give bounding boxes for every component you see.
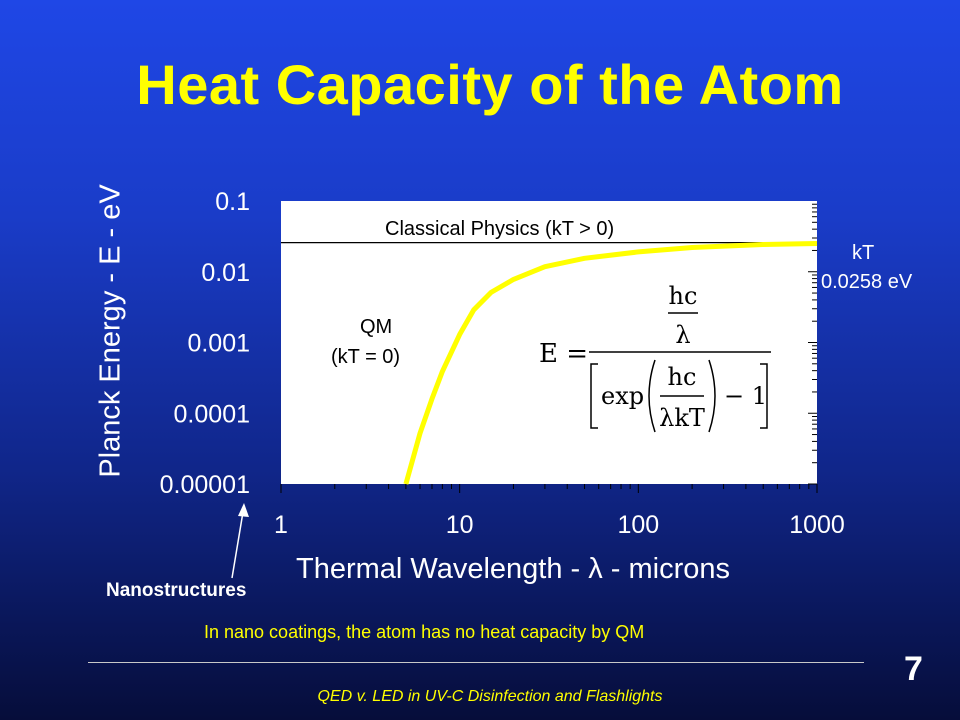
page-number: 7 — [904, 650, 923, 688]
formula-inner-top: hc — [668, 363, 697, 391]
footer-text: QED v. LED in UV-C Disinfection and Flas… — [317, 688, 663, 705]
y-tick-label: 0.0001 — [174, 400, 250, 428]
nanostructures-label: Nanostructures — [106, 580, 247, 601]
qm-label-line2: (kT = 0) — [331, 346, 401, 368]
planck-formula: E = hc λ exp hc λkT − 1 — [539, 282, 771, 433]
slide-title: Heat Capacity of the Atom — [136, 53, 844, 116]
nano-coatings-note: In nano coatings, the atom has no heat c… — [204, 622, 645, 642]
qm-label-line1: QM — [360, 316, 393, 338]
y-tick-label: 0.01 — [201, 259, 250, 287]
y-tick-label: 0.001 — [187, 330, 250, 358]
classical-physics-label: Classical Physics (kT > 0) — [385, 218, 615, 240]
y-tick-label: 0.1 — [215, 188, 250, 216]
formula-num-top: hc — [669, 282, 698, 310]
x-axis-label: Thermal Wavelength - λ - microns — [296, 553, 731, 585]
kt-label-line1: kT — [852, 242, 875, 264]
formula-lhs: E = — [539, 339, 588, 369]
formula-exp: exp — [601, 382, 644, 410]
formula-minus-one: − 1 — [724, 382, 767, 410]
x-tick-label: 100 — [617, 511, 659, 539]
x-tick-label: 10 — [446, 511, 474, 539]
axis-tick-labels: 1 10 100 1000 0.1 0.01 0.001 0.0001 0.00001 — [160, 188, 845, 539]
y-tick-label: 0.00001 — [160, 471, 250, 499]
x-tick-label: 1 — [274, 511, 288, 539]
x-tick-label: 1000 — [789, 511, 845, 539]
formula-num-bottom: λ — [675, 321, 690, 349]
formula-inner-bottom: λkT — [659, 404, 705, 432]
kt-label-line2: 0.0258 eV — [821, 271, 913, 293]
footer-divider — [88, 662, 864, 663]
nanostructures-arrow — [231, 511, 244, 579]
axis-ticks — [280, 203, 818, 493]
nanostructures-arrowhead — [238, 503, 249, 517]
planck-curve — [403, 241, 818, 485]
y-axis-label: Planck Energy - E - eV — [94, 184, 127, 478]
